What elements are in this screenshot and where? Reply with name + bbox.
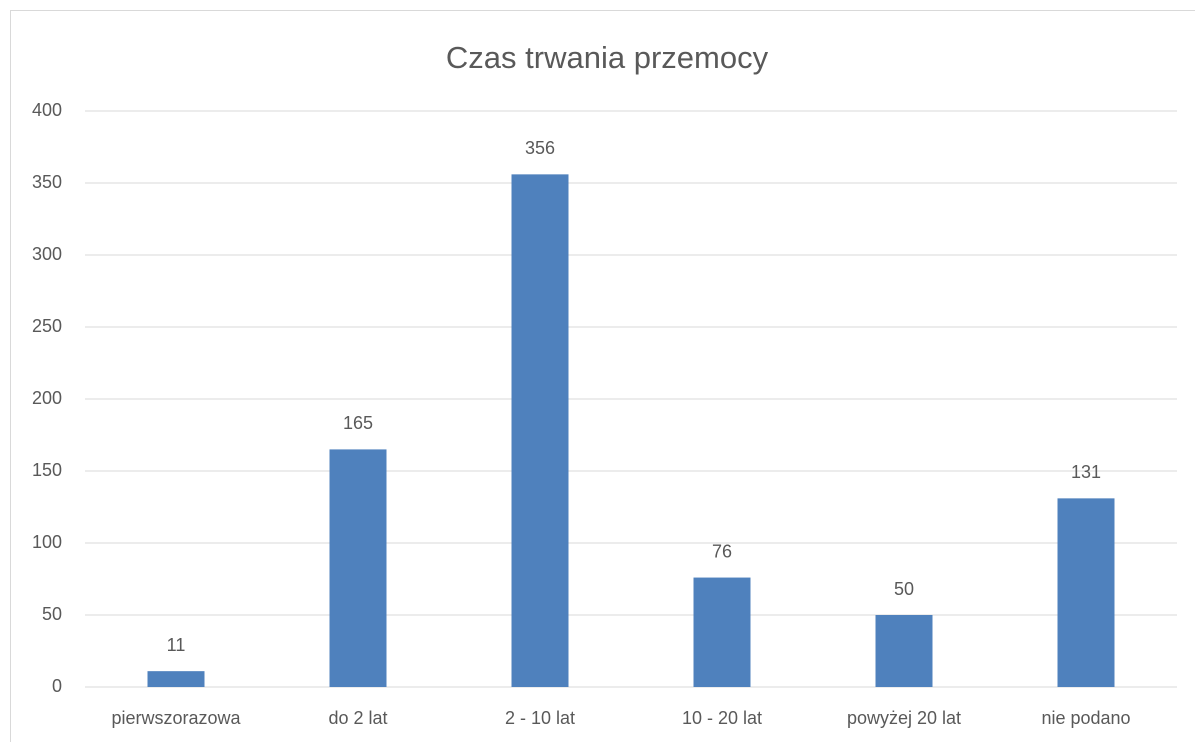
y-tick-label: 150 bbox=[32, 460, 62, 480]
x-tick-label: pierwszorazowa bbox=[111, 708, 241, 728]
bar bbox=[329, 449, 387, 687]
y-tick-label: 200 bbox=[32, 388, 62, 408]
data-label: 165 bbox=[343, 413, 373, 433]
y-tick-label: 0 bbox=[52, 676, 62, 696]
data-label: 131 bbox=[1071, 462, 1101, 482]
data-label: 11 bbox=[167, 635, 186, 655]
chart-border bbox=[10, 10, 1195, 742]
data-label: 76 bbox=[712, 541, 732, 561]
bar bbox=[693, 577, 751, 687]
x-tick-label: nie podano bbox=[1041, 708, 1130, 728]
bar bbox=[1057, 498, 1115, 687]
bar bbox=[875, 615, 933, 687]
bar bbox=[147, 671, 205, 687]
y-tick-label: 50 bbox=[42, 604, 62, 624]
x-tick-label: powyżej 20 lat bbox=[847, 708, 961, 728]
x-tick-label: 2 - 10 lat bbox=[505, 708, 575, 728]
y-tick-label: 250 bbox=[32, 316, 62, 336]
y-tick-label: 400 bbox=[32, 100, 62, 120]
bar bbox=[511, 174, 569, 688]
x-tick-label: 10 - 20 lat bbox=[682, 708, 762, 728]
y-tick-label: 350 bbox=[32, 172, 62, 192]
data-label: 50 bbox=[894, 579, 914, 599]
x-tick-label: do 2 lat bbox=[328, 708, 387, 728]
chart-title: Czas trwania przemocy bbox=[446, 40, 769, 75]
data-label: 356 bbox=[525, 138, 555, 158]
y-tick-label: 300 bbox=[32, 244, 62, 264]
y-tick-label: 100 bbox=[32, 532, 62, 552]
